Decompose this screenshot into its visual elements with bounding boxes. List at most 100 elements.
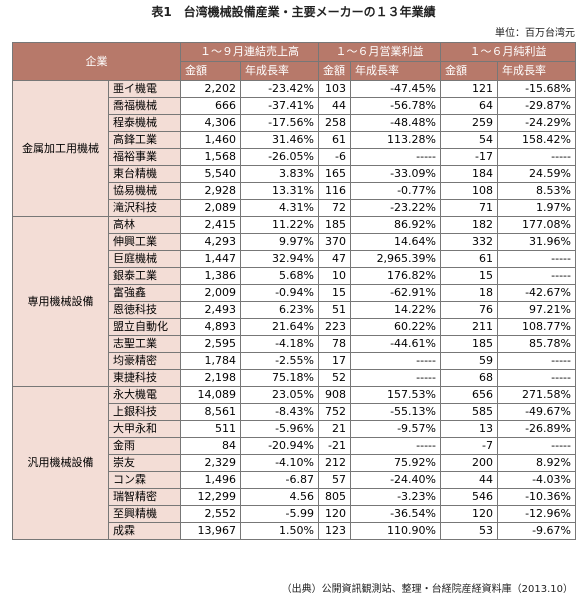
table-row: 瑞智精密 12,299 4.56 805 -3.23% 546 -10.36%: [13, 488, 576, 506]
table-row: 均豪精密 1,784 -2.55% 17 ----- 59 -----: [13, 352, 576, 370]
company-cell: 高鋒工業: [108, 131, 181, 149]
value-cell: -23.22%: [350, 199, 441, 217]
value-cell: -12.96%: [497, 505, 576, 523]
source: （出典）公開資訊観測站、整理・台経院産経資料庫（2013.10）: [281, 584, 573, 595]
value-cell: 3.83%: [240, 165, 319, 183]
value-cell: -17.56%: [240, 114, 319, 132]
value-cell: 184: [440, 165, 498, 183]
value-cell: 72: [318, 199, 351, 217]
value-cell: 805: [318, 488, 351, 506]
company-cell: 恩徳科技: [108, 301, 181, 319]
value-cell: 1.97%: [497, 199, 576, 217]
value-cell: 14.22%: [350, 301, 441, 319]
value-cell: -----: [497, 250, 576, 268]
value-cell: -47.45%: [350, 80, 441, 98]
value-cell: 1,460: [180, 131, 241, 149]
value-cell: 123: [318, 522, 351, 540]
value-cell: 4,306: [180, 114, 241, 132]
company-cell: 銀泰工業: [108, 267, 181, 285]
value-cell: 120: [440, 505, 498, 523]
table-row: 巨庭機械 1,447 32.94% 47 2,965.39% 61 -----: [13, 250, 576, 268]
value-cell: -----: [350, 148, 441, 166]
value-cell: 1,784: [180, 352, 241, 370]
table-row: 伸興工業 4,293 9.97% 370 14.64% 332 31.96%: [13, 233, 576, 251]
value-cell: 57: [318, 471, 351, 489]
value-cell: -9.57%: [350, 420, 441, 438]
value-cell: 211: [440, 318, 498, 336]
value-cell: 370: [318, 233, 351, 251]
value-cell: -4.10%: [240, 454, 319, 472]
value-cell: 4.56: [240, 488, 319, 506]
company-cell: 富強鑫: [108, 284, 181, 302]
value-cell: 21.64%: [240, 318, 319, 336]
company-cell: 喬福機械: [108, 97, 181, 115]
company-cell: 東台精機: [108, 165, 181, 183]
value-cell: 15: [440, 267, 498, 285]
value-cell: 71: [440, 199, 498, 217]
table-row: コン霖 1,496 -6.87 57 -24.40% 44 -4.03%: [13, 471, 576, 489]
value-cell: 656: [440, 386, 498, 404]
value-cell: -----: [497, 267, 576, 285]
value-cell: 271.58%: [497, 386, 576, 404]
company-cell: 伸興工業: [108, 233, 181, 251]
value-cell: -26.89%: [497, 420, 576, 438]
value-cell: 97.21%: [497, 301, 576, 319]
company-cell: 福裕事業: [108, 148, 181, 166]
value-cell: 666: [180, 97, 241, 115]
section-cell: 金属加工用機械: [12, 80, 109, 217]
table-row: 東捷科技 2,198 75.18% 52 ----- 68 -----: [13, 369, 576, 387]
value-cell: -42.67%: [497, 284, 576, 302]
value-cell: 177.08%: [497, 216, 576, 234]
value-cell: 61: [440, 250, 498, 268]
value-cell: 121: [440, 80, 498, 98]
value-cell: 108.77%: [497, 318, 576, 336]
value-cell: -6: [318, 148, 351, 166]
company-cell: 巨庭機械: [108, 250, 181, 268]
subheader-cell: 金額: [180, 61, 241, 81]
header-cell: １～６月営業利益: [318, 42, 441, 62]
value-cell: 1,496: [180, 471, 241, 489]
table-row: 協易機械 2,928 13.31% 116 -0.77% 108 8.53%: [13, 182, 576, 200]
value-cell: 75.18%: [240, 369, 319, 387]
value-cell: 85.78%: [497, 335, 576, 353]
value-cell: -0.77%: [350, 182, 441, 200]
table-row: 専用機械設備 高林 2,415 11.22% 185 86.92% 182 177.08%: [12, 216, 576, 387]
value-cell: 8.53%: [497, 182, 576, 200]
section-cell: 専用機械設備: [12, 216, 109, 387]
value-cell: 6.23%: [240, 301, 319, 319]
value-cell: -4.18%: [240, 335, 319, 353]
table-row: 東台精機 5,540 3.83% 165 -33.09% 184 24.59%: [13, 165, 576, 183]
value-cell: 182: [440, 216, 498, 234]
value-cell: 4,893: [180, 318, 241, 336]
value-cell: -36.54%: [350, 505, 441, 523]
company-cell: 至興精機: [108, 505, 181, 523]
value-cell: 2,329: [180, 454, 241, 472]
value-cell: -----: [497, 437, 576, 455]
company-cell: 金雨: [108, 437, 181, 455]
value-cell: -62.91%: [350, 284, 441, 302]
company-cell: 盟立自動化: [108, 318, 181, 336]
value-cell: 14.64%: [350, 233, 441, 251]
value-cell: -24.40%: [350, 471, 441, 489]
subheader-cell: 年成長率: [240, 61, 319, 81]
header-cell: １～６月純利益: [440, 42, 576, 62]
company-cell: コン霖: [108, 471, 181, 489]
value-cell: 10: [318, 267, 351, 285]
value-cell: 24.59%: [497, 165, 576, 183]
table-row: 金雨 84 -20.94% -21 ----- -7 -----: [13, 437, 576, 455]
value-cell: 110.90%: [350, 522, 441, 540]
company-cell: 均豪精密: [108, 352, 181, 370]
value-cell: 585: [440, 403, 498, 421]
table-row: 成霖 13,967 1.50% 123 110.90% 53 -9.67%: [13, 522, 576, 540]
subheader-cell: 金額: [318, 61, 351, 81]
value-cell: 1,386: [180, 267, 241, 285]
company-cell: 程泰機械: [108, 114, 181, 132]
value-cell: 223: [318, 318, 351, 336]
value-cell: -44.61%: [350, 335, 441, 353]
value-cell: 61: [318, 131, 351, 149]
value-cell: -24.29%: [497, 114, 576, 132]
section-cell: 汎用機械設備: [12, 386, 109, 540]
table-row: 大甲永和 511 -5.96% 21 -9.57% 13 -26.89%: [13, 420, 576, 438]
value-cell: 2,965.39%: [350, 250, 441, 268]
value-cell: 2,552: [180, 505, 241, 523]
